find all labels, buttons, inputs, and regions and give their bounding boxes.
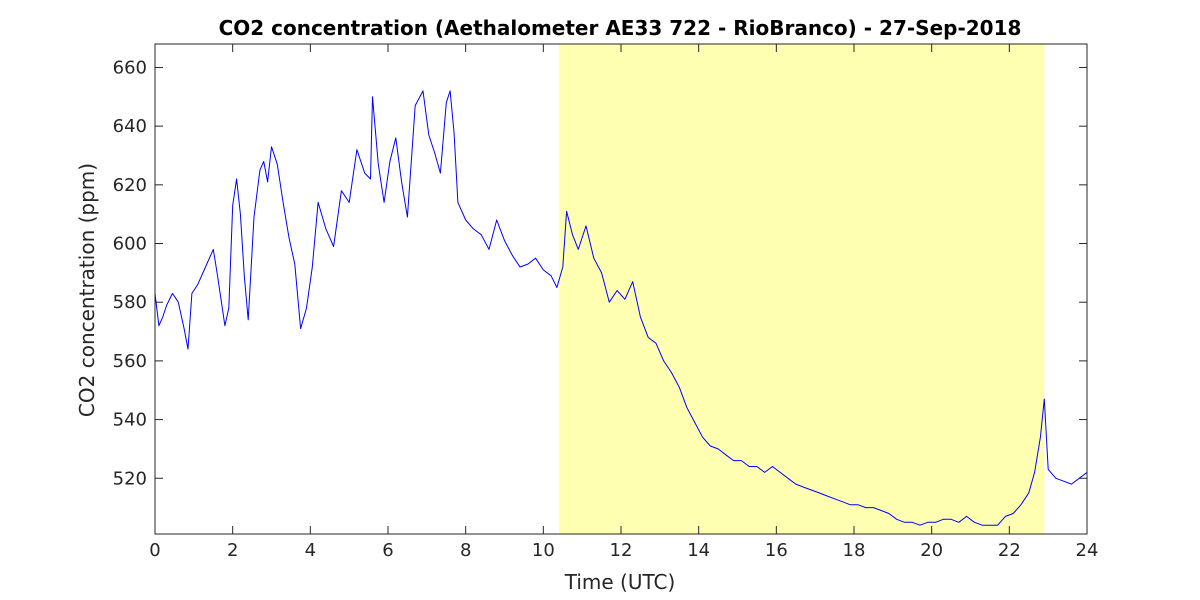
- x-tick-label: 10: [532, 540, 555, 561]
- y-tick-label: 600: [113, 234, 147, 255]
- x-tick-label: 4: [305, 540, 316, 561]
- x-tick-label: 8: [460, 540, 471, 561]
- y-axis-label: CO2 concentration (ppm): [75, 163, 99, 417]
- y-tick-label: 520: [113, 468, 147, 489]
- x-tick-label: 0: [149, 540, 160, 561]
- x-tick-label: 22: [998, 540, 1021, 561]
- y-tick-label: 580: [113, 292, 147, 313]
- x-axis: 0 2 4 6 8 10 12 14 16 18 20 22 24: [149, 44, 1098, 561]
- y-tick-label: 540: [113, 410, 147, 431]
- chart-title: CO2 concentration (Aethalometer AE33 722…: [219, 16, 1022, 40]
- x-tick-label: 20: [920, 540, 943, 561]
- y-tick-label: 640: [113, 116, 147, 137]
- x-tick-label: 2: [227, 540, 238, 561]
- x-axis-label: Time (UTC): [564, 570, 676, 594]
- y-tick-label: 660: [113, 57, 147, 78]
- y-tick-label: 620: [113, 175, 147, 196]
- x-tick-label: 6: [382, 540, 393, 561]
- daytime-highlight-band: [558, 44, 1045, 534]
- co2-series-line: [154, 90, 1088, 526]
- x-tick-label: 14: [687, 540, 710, 561]
- y-axis: 520 540 560 580 600 620 640 660: [113, 57, 1087, 489]
- x-tick-label: 16: [765, 540, 788, 561]
- x-tick-label: 18: [843, 540, 866, 561]
- y-tick-label: 560: [113, 351, 147, 372]
- x-tick-label: 12: [610, 540, 633, 561]
- x-tick-label: 24: [1076, 540, 1099, 561]
